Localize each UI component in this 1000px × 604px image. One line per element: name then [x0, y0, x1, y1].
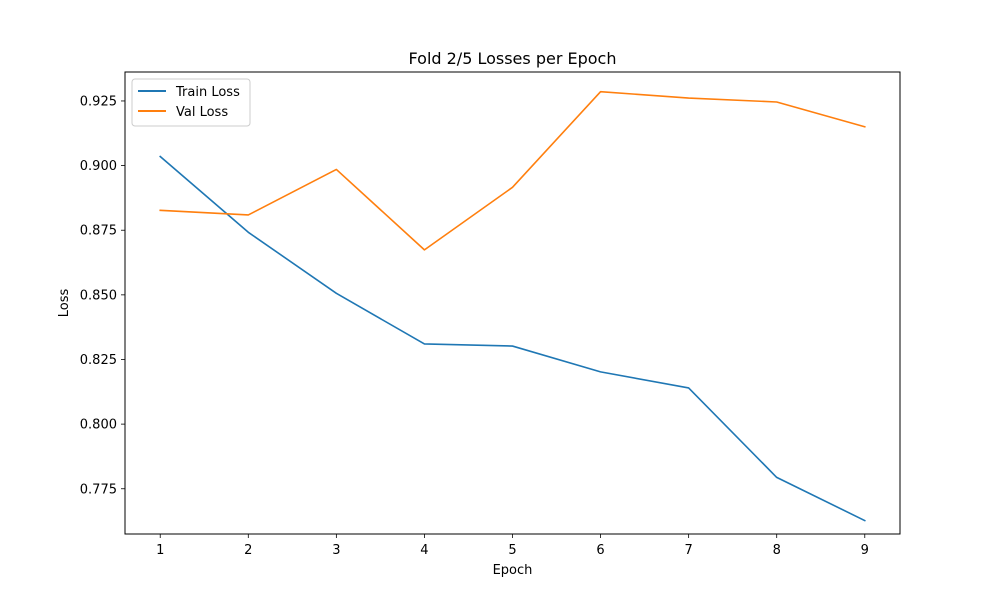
- series-layer: [159, 90, 866, 522]
- x-tick-label: 6: [596, 543, 604, 558]
- y-tick-label: 0.925: [80, 94, 117, 109]
- x-axis: 1 2 3 4 5 6 7 8 9: [156, 534, 869, 558]
- y-tick-label: 0.850: [80, 288, 117, 303]
- x-tick-label: 2: [244, 543, 252, 558]
- chart-title: Fold 2/5 Losses per Epoch: [409, 49, 617, 68]
- x-tick-label: 1: [156, 543, 164, 558]
- series-line-train-loss: [159, 155, 866, 522]
- x-axis-label: Epoch: [493, 563, 533, 578]
- y-tick-label: 0.775: [80, 482, 117, 497]
- x-tick-label: 7: [684, 543, 692, 558]
- y-axis-label: Loss: [57, 289, 72, 318]
- legend: Train Loss Val Loss: [131, 78, 251, 127]
- x-tick-label: 5: [508, 543, 516, 558]
- legend-label-val-loss: Val Loss: [176, 105, 228, 120]
- y-tick-label: 0.900: [80, 159, 117, 174]
- x-tick-label: 9: [861, 543, 869, 558]
- y-tick-label: 0.825: [80, 353, 117, 368]
- x-tick-label: 8: [773, 543, 781, 558]
- legend-label-train-loss: Train Loss: [175, 85, 240, 100]
- x-tick-label: 3: [332, 543, 340, 558]
- plot-area-frame: [124, 71, 901, 535]
- y-tick-label: 0.875: [80, 224, 117, 239]
- series-line-val-loss: [159, 90, 866, 251]
- y-axis: 0.775 0.800 0.825 0.850 0.875 0.900 0.925: [80, 94, 125, 497]
- y-tick-label: 0.800: [80, 418, 117, 433]
- x-tick-label: 4: [420, 543, 428, 558]
